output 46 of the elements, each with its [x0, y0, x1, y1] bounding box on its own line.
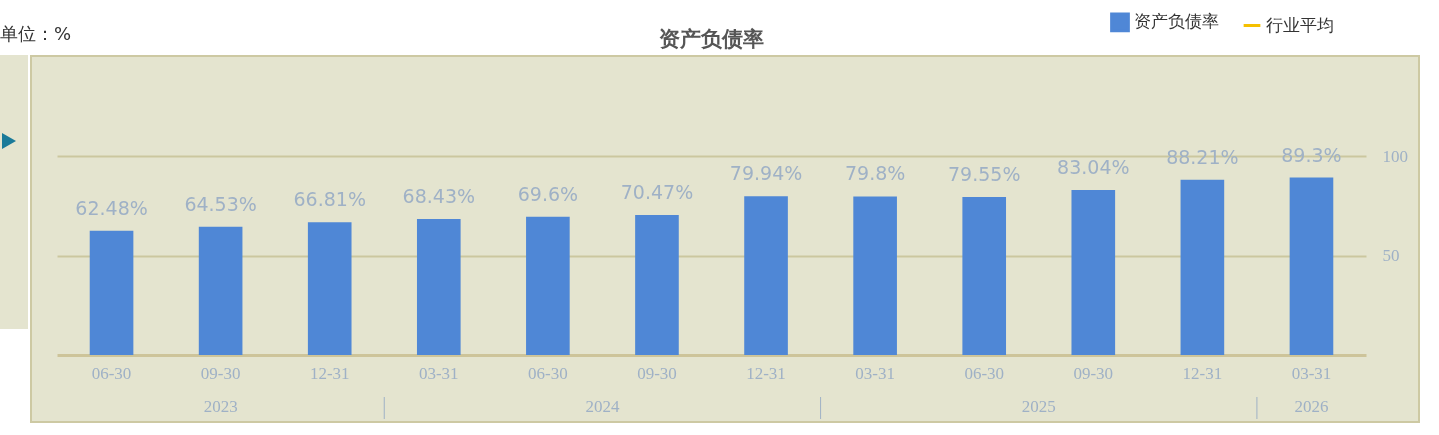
x-tick-label: 06-30 — [91, 363, 132, 383]
y-tick-label: 100 — [1382, 146, 1408, 166]
data-label: 64.53% — [184, 192, 257, 215]
x-tick-label: 03-31 — [855, 363, 895, 383]
data-label: 66.81% — [293, 188, 366, 211]
data-label: 70.47% — [620, 181, 694, 203]
data-label: 69.6% — [517, 182, 579, 205]
text: 2026 — [1294, 397, 1329, 416]
x-tick-label: 03-31 — [1291, 363, 1332, 383]
x-tick-label: 12-31 — [746, 363, 786, 383]
bar — [744, 196, 788, 355]
legend-label: 资产负债率 — [1134, 11, 1219, 32]
bar — [962, 196, 1007, 355]
bar — [89, 230, 134, 355]
bar — [526, 216, 570, 355]
x-tick-label: 09-30 — [200, 363, 241, 383]
data-label: 83.04% — [1057, 156, 1130, 179]
data-label: 79.8% — [844, 162, 906, 185]
data-label: 62.48% — [75, 196, 148, 219]
text: 2024 — [585, 397, 620, 416]
text: 单位：% — [0, 22, 72, 46]
bar — [416, 219, 461, 355]
x-tick-label: 06-30 — [528, 363, 568, 383]
x-tick-label: 12-31 — [1182, 363, 1223, 383]
bar — [1071, 190, 1116, 355]
text: 2025 — [1021, 397, 1056, 416]
bar — [307, 222, 352, 355]
text: 2023 — [203, 397, 238, 416]
y-tick-label: 50 — [1382, 246, 1400, 266]
bar — [1180, 179, 1225, 355]
x-tick-label: 06-30 — [964, 363, 1005, 383]
data-label: 68.43% — [402, 185, 476, 208]
x-tick-label: 09-30 — [1073, 363, 1114, 383]
data-label: 88.21% — [1166, 145, 1239, 168]
bar — [1289, 177, 1334, 355]
chart-title: 资产负债率 — [659, 26, 764, 51]
data-label: 79.94% — [729, 162, 803, 185]
data-label: 89.3% — [1281, 143, 1342, 166]
x-tick-label: 03-31 — [418, 363, 459, 383]
data-label: 79.55% — [947, 162, 1021, 185]
bar — [853, 196, 897, 355]
bar — [635, 215, 679, 355]
x-tick-label: 12-31 — [309, 363, 350, 383]
legend-label: 行业平均 — [1266, 14, 1334, 35]
bar — [198, 226, 243, 355]
x-tick-label: 09-30 — [637, 363, 677, 383]
